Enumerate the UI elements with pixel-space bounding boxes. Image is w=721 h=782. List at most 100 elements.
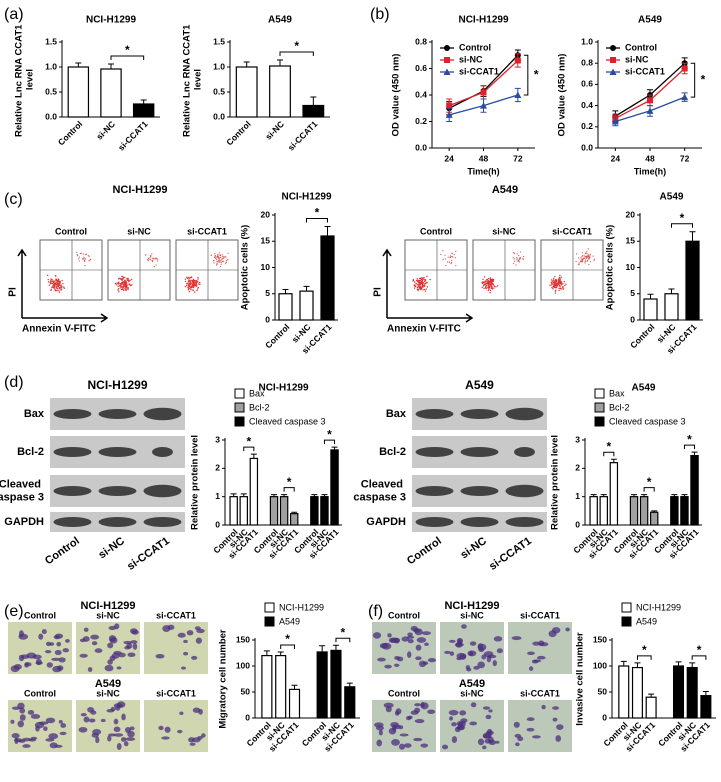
cell xyxy=(394,663,400,667)
x-axis-label: Time(h) xyxy=(634,166,666,176)
cell xyxy=(158,725,164,731)
flow-dot xyxy=(581,255,583,257)
flow-dot xyxy=(53,283,55,285)
error-bar xyxy=(277,651,284,656)
cell xyxy=(493,636,503,642)
flow-dot xyxy=(558,278,560,280)
flow-dot xyxy=(415,279,418,282)
bar xyxy=(645,696,657,719)
flow-dot xyxy=(190,287,192,289)
cell xyxy=(14,738,23,743)
flow-dot xyxy=(444,254,446,256)
cell xyxy=(565,627,570,632)
x-tick-label: Control xyxy=(224,119,252,147)
lane-label: si-NC xyxy=(96,535,126,561)
cell xyxy=(555,735,562,742)
flow-dot xyxy=(188,284,190,286)
flow-dot xyxy=(56,288,59,290)
flow-dot xyxy=(416,288,419,290)
legend-swatch xyxy=(621,602,632,613)
significance-label: * xyxy=(647,475,652,489)
condition-label: si-NC xyxy=(460,688,484,698)
legend-label: Control xyxy=(459,42,491,52)
cell xyxy=(526,717,535,722)
flow-dot xyxy=(126,288,128,290)
flow-dot xyxy=(186,276,188,278)
flow-dot xyxy=(56,283,58,285)
y-tick-label: 0.6 xyxy=(415,63,427,73)
flow-dot xyxy=(550,279,553,281)
cell xyxy=(17,702,25,710)
cell xyxy=(195,637,202,644)
flow-dot xyxy=(523,255,525,258)
cell xyxy=(485,714,492,720)
bar xyxy=(639,496,649,526)
cell xyxy=(38,633,44,640)
flow-dot xyxy=(578,262,580,264)
flow-dot xyxy=(518,261,521,263)
flow-dot xyxy=(221,261,223,263)
flow-dot xyxy=(121,286,124,288)
legend-label: NCI-H1299 xyxy=(279,602,324,612)
bar xyxy=(680,496,689,526)
protein-label: GAPDH xyxy=(366,516,406,528)
flow-dot xyxy=(117,285,119,287)
flow-dot xyxy=(187,281,190,283)
bar xyxy=(229,496,238,526)
flow-dot xyxy=(558,276,561,279)
flow-dot xyxy=(216,256,218,258)
marker xyxy=(480,89,487,96)
flow-dot xyxy=(49,282,52,285)
cell xyxy=(391,738,400,746)
flow-dot xyxy=(575,253,578,255)
chart-title: A549 xyxy=(632,383,656,394)
flow-dot xyxy=(153,258,155,260)
chart-title: NCI-H1299 xyxy=(281,192,331,203)
flow-dot xyxy=(149,258,151,261)
flow-dot xyxy=(557,285,559,287)
chart-title: A549 xyxy=(660,192,684,203)
legend-label: si-NC xyxy=(459,54,483,64)
axis-label: Annexin V-FITC xyxy=(22,324,96,335)
bar xyxy=(330,449,339,526)
significance-label: * xyxy=(697,643,702,657)
y-tick-label: 0.2 xyxy=(581,121,593,131)
legend-label: si-CCAT1 xyxy=(459,66,499,76)
flow-dot xyxy=(58,291,61,293)
flow-dot xyxy=(56,282,59,284)
flow-dot xyxy=(559,280,561,283)
flow-dot xyxy=(189,276,192,279)
bar xyxy=(643,298,658,321)
flow-dot xyxy=(580,259,582,261)
y-tick-label: 3 xyxy=(215,434,220,444)
flow-dot xyxy=(60,284,62,286)
cell xyxy=(482,745,487,750)
flow-dot xyxy=(417,289,419,292)
flow-dot xyxy=(190,289,192,291)
flow-dot xyxy=(517,260,520,262)
flow-dot xyxy=(78,256,81,258)
flow-dot xyxy=(451,259,453,262)
flow-dot xyxy=(124,280,126,282)
y-tick-label: 0.0 xyxy=(213,111,225,121)
cell xyxy=(60,722,67,728)
flow-dot xyxy=(516,258,518,261)
flow-dot xyxy=(127,288,129,290)
flow-dot xyxy=(79,252,82,255)
flow-dot xyxy=(186,284,188,287)
cell xyxy=(120,737,127,742)
flow-dot xyxy=(426,281,428,283)
cell xyxy=(541,704,546,710)
flow-dot xyxy=(188,278,190,280)
significance-bracket xyxy=(335,637,351,643)
flow-dot xyxy=(50,288,53,290)
error-bar xyxy=(648,693,655,698)
flow-dot xyxy=(76,251,78,254)
cell xyxy=(78,726,88,733)
flow-dot xyxy=(213,262,215,264)
bar xyxy=(589,496,598,526)
flow-dot xyxy=(440,253,442,255)
flow-dot xyxy=(56,285,58,288)
flow-dot xyxy=(221,260,224,263)
flow-dot xyxy=(522,257,524,260)
